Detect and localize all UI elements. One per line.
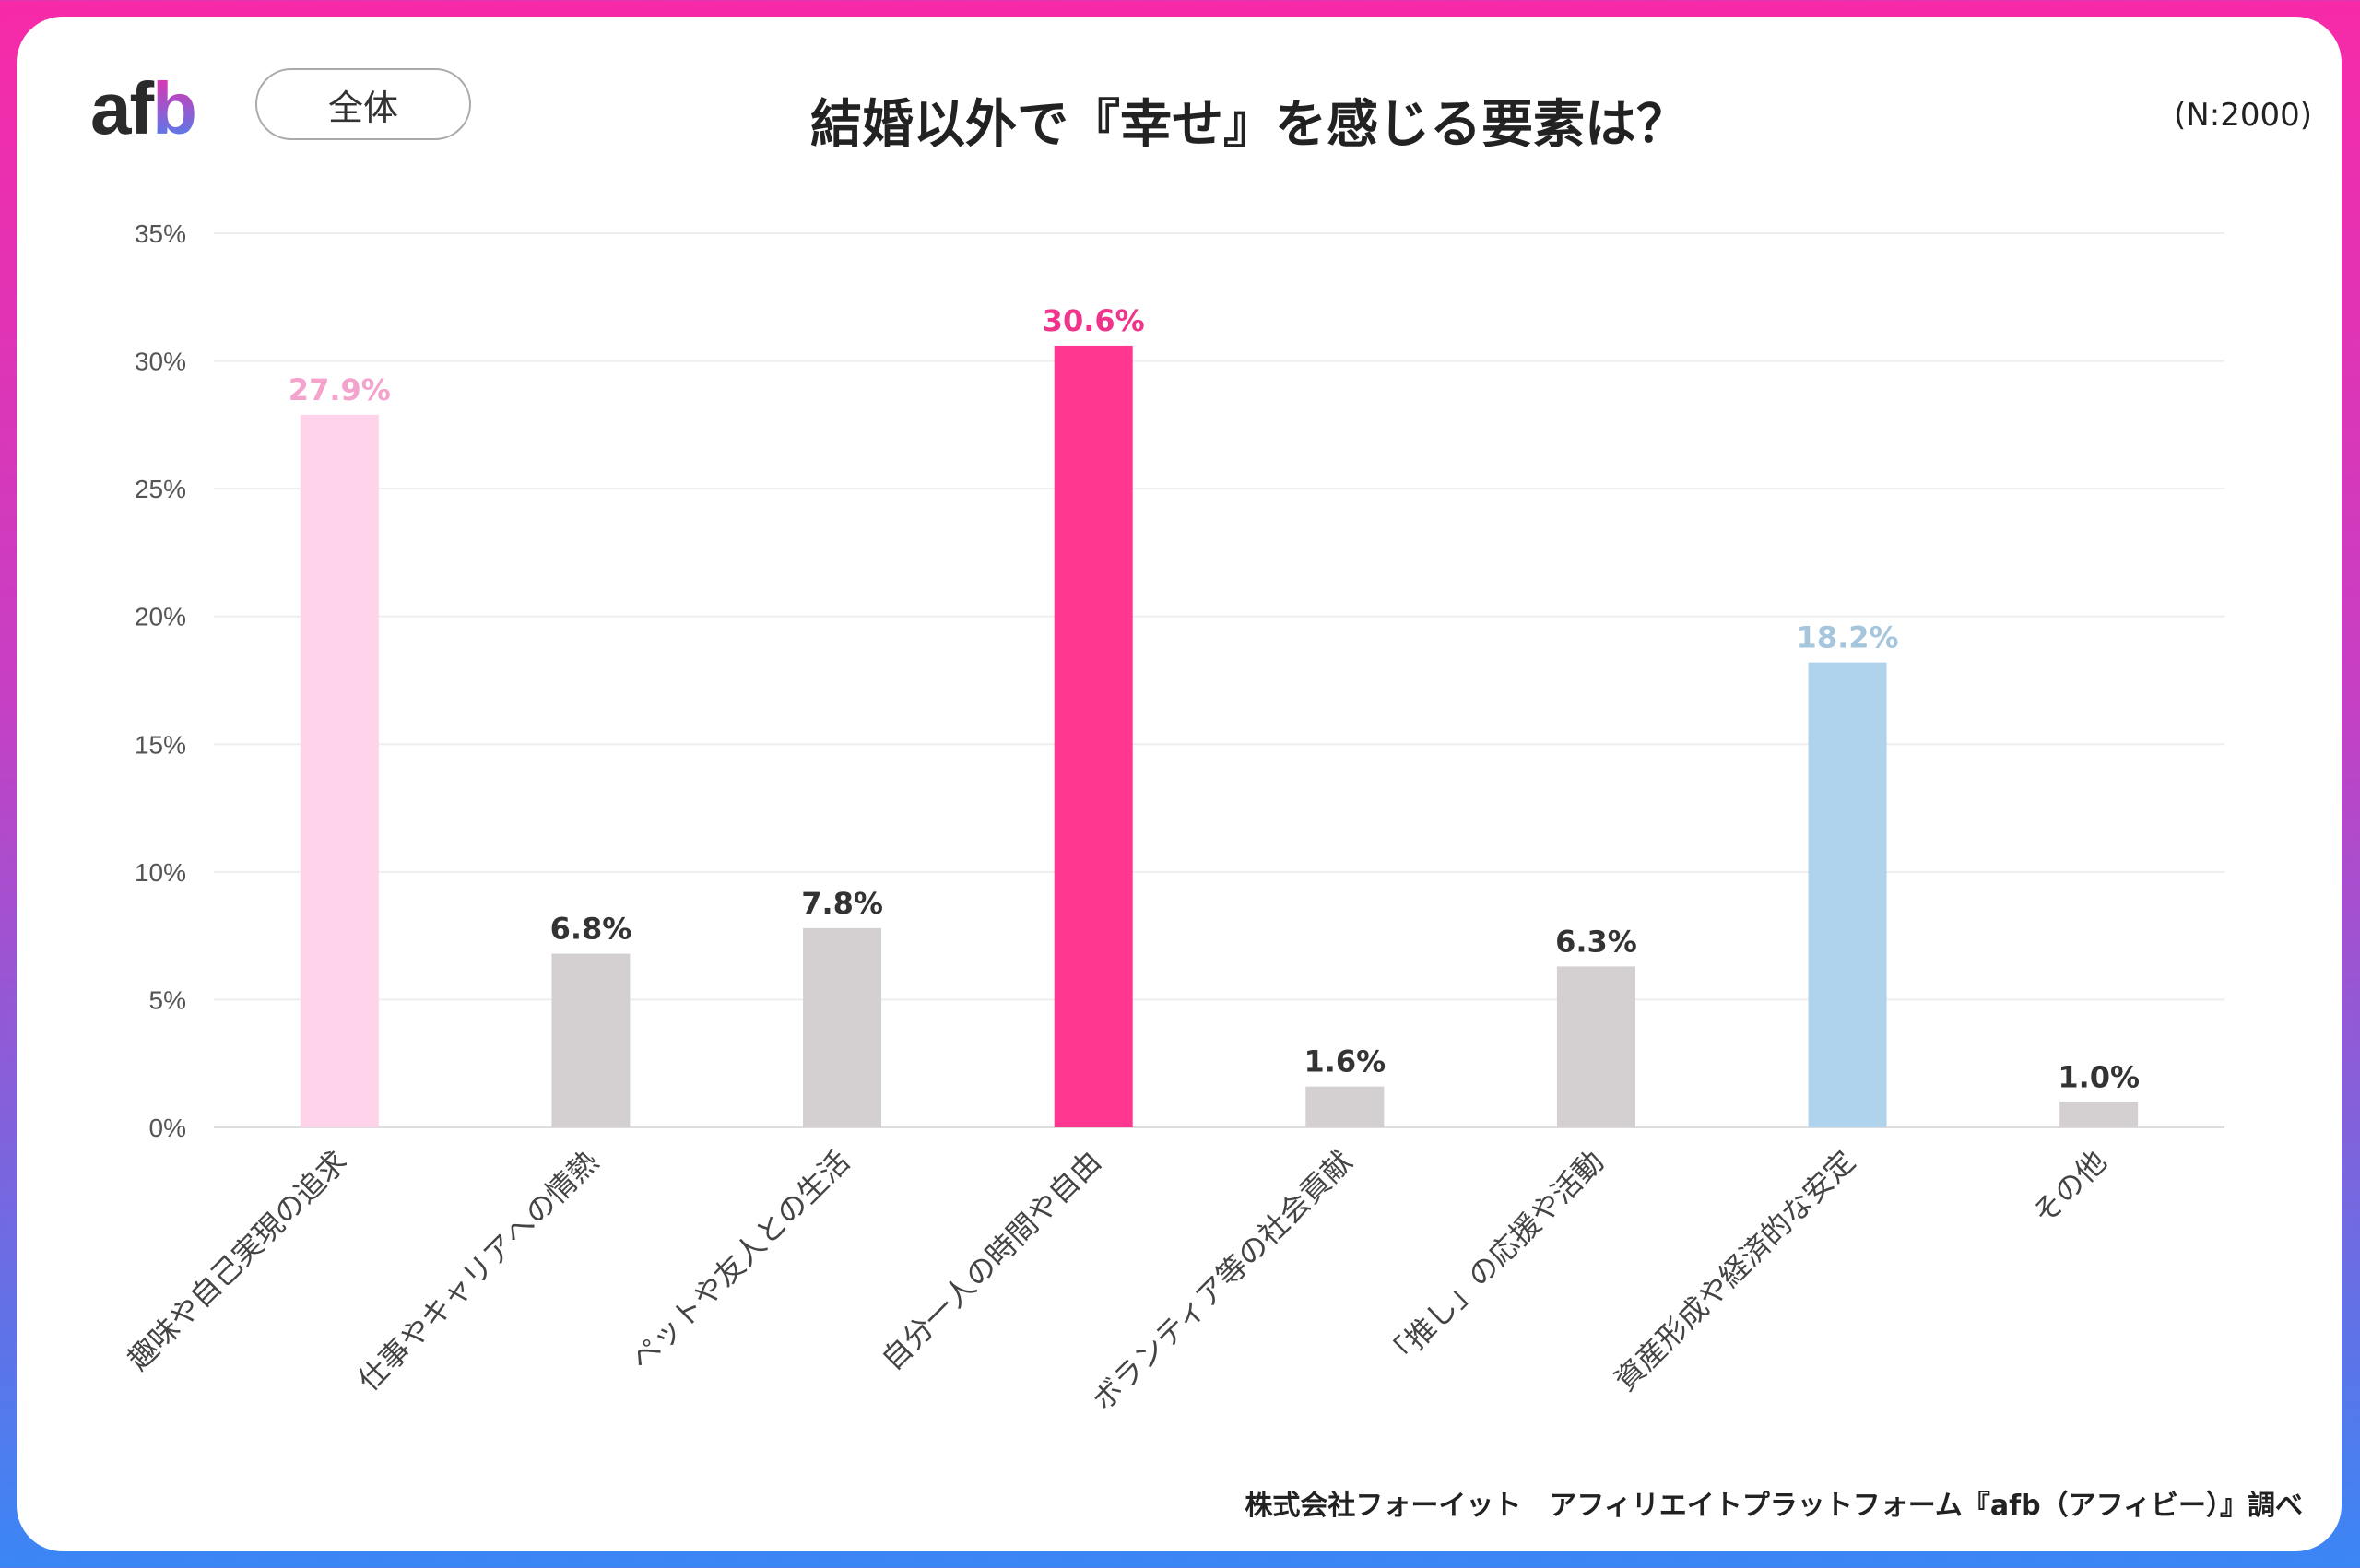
- y-tick-label: 20%: [135, 603, 186, 631]
- afb-logo: afb: [90, 67, 197, 149]
- data-label: 1.0%: [2058, 1059, 2140, 1094]
- x-tick-label: 趣味や自己実現の追求: [121, 1144, 354, 1377]
- y-tick-label: 30%: [135, 348, 186, 376]
- x-tick-label: その他: [2026, 1144, 2114, 1232]
- x-tick-label: ボランティア等の社会貢献: [1085, 1144, 1359, 1418]
- bar: [300, 414, 379, 1127]
- bar: [1808, 662, 1887, 1127]
- bar: [2059, 1102, 2139, 1127]
- y-tick-label: 5%: [149, 985, 186, 1014]
- data-label: 30.6%: [1043, 303, 1145, 338]
- data-label: 6.3%: [1555, 924, 1637, 959]
- data-label: 27.9%: [289, 372, 391, 407]
- x-tick-label: ペットや友人との生活: [623, 1144, 856, 1377]
- bar: [1305, 1086, 1385, 1127]
- y-tick-label: 10%: [135, 858, 186, 887]
- chart-card: [17, 17, 2342, 1551]
- data-label: 1.6%: [1304, 1044, 1386, 1079]
- bar: [551, 953, 631, 1127]
- x-tick-label: 自分一人の時間や自由: [875, 1144, 1108, 1377]
- segment-button[interactable]: 全体: [255, 68, 471, 140]
- data-label: 7.8%: [801, 886, 883, 921]
- data-label: 6.8%: [550, 912, 632, 947]
- x-tick-label: 「推し」の応援や活動: [1377, 1144, 1611, 1377]
- bar: [1054, 345, 1133, 1127]
- chart-title: 結婚以外で『幸せ』を感じる要素は？: [810, 95, 1688, 155]
- y-tick-label: 25%: [135, 475, 186, 503]
- y-tick-label: 0%: [149, 1114, 186, 1142]
- data-label: 18.2%: [1797, 620, 1899, 655]
- x-tick-label: 資産形成や経済的な安定: [1608, 1144, 1862, 1398]
- bar: [1556, 966, 1635, 1127]
- source-note: 株式会社フォーイット アフィリエイトプラットフォーム『afb（アフィビー）』調べ: [1245, 1490, 2303, 1522]
- y-tick-label: 15%: [135, 730, 186, 759]
- sample-size: (N:2000): [2174, 97, 2312, 134]
- bar: [803, 927, 882, 1127]
- y-tick-label: 35%: [135, 219, 186, 248]
- x-tick-label: 仕事やキャリアへの情熱: [351, 1144, 606, 1398]
